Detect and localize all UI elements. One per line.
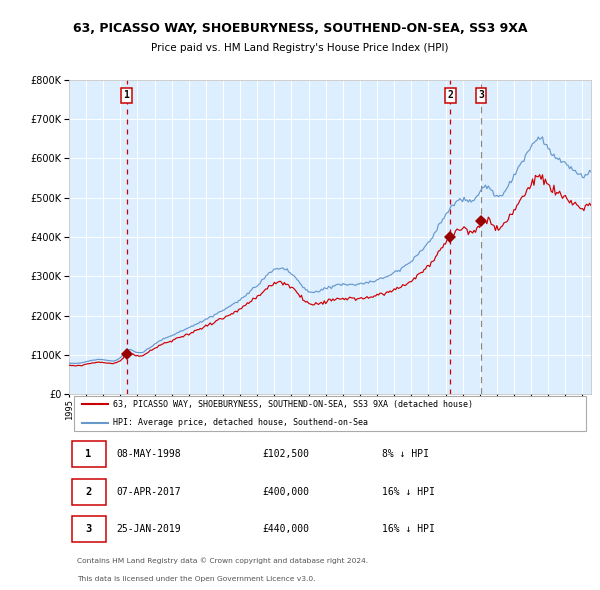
- Text: Price paid vs. HM Land Registry's House Price Index (HPI): Price paid vs. HM Land Registry's House …: [151, 44, 449, 53]
- Text: Contains HM Land Registry data © Crown copyright and database right 2024.: Contains HM Land Registry data © Crown c…: [77, 558, 368, 564]
- Text: 16% ↓ HPI: 16% ↓ HPI: [382, 487, 435, 497]
- FancyBboxPatch shape: [71, 478, 106, 504]
- Text: 3: 3: [478, 90, 484, 100]
- Text: 63, PICASSO WAY, SHOEBURYNESS, SOUTHEND-ON-SEA, SS3 9XA: 63, PICASSO WAY, SHOEBURYNESS, SOUTHEND-…: [73, 22, 527, 35]
- FancyBboxPatch shape: [71, 516, 106, 542]
- Text: 2: 2: [447, 90, 453, 100]
- Text: HPI: Average price, detached house, Southend-on-Sea: HPI: Average price, detached house, Sout…: [113, 418, 368, 427]
- Text: 3: 3: [85, 525, 92, 535]
- Text: £440,000: £440,000: [262, 525, 309, 535]
- Text: £102,500: £102,500: [262, 449, 309, 459]
- FancyBboxPatch shape: [71, 441, 106, 467]
- Text: 16% ↓ HPI: 16% ↓ HPI: [382, 525, 435, 535]
- Text: 25-JAN-2019: 25-JAN-2019: [116, 525, 181, 535]
- Text: This data is licensed under the Open Government Licence v3.0.: This data is licensed under the Open Gov…: [77, 576, 316, 582]
- Text: 63, PICASSO WAY, SHOEBURYNESS, SOUTHEND-ON-SEA, SS3 9XA (detached house): 63, PICASSO WAY, SHOEBURYNESS, SOUTHEND-…: [113, 400, 473, 409]
- Text: £400,000: £400,000: [262, 487, 309, 497]
- Text: 1: 1: [124, 90, 130, 100]
- Text: 1: 1: [85, 449, 92, 459]
- Text: 8% ↓ HPI: 8% ↓ HPI: [382, 449, 429, 459]
- Text: 08-MAY-1998: 08-MAY-1998: [116, 449, 181, 459]
- FancyBboxPatch shape: [74, 396, 586, 431]
- Text: 07-APR-2017: 07-APR-2017: [116, 487, 181, 497]
- Text: 2: 2: [85, 487, 92, 497]
